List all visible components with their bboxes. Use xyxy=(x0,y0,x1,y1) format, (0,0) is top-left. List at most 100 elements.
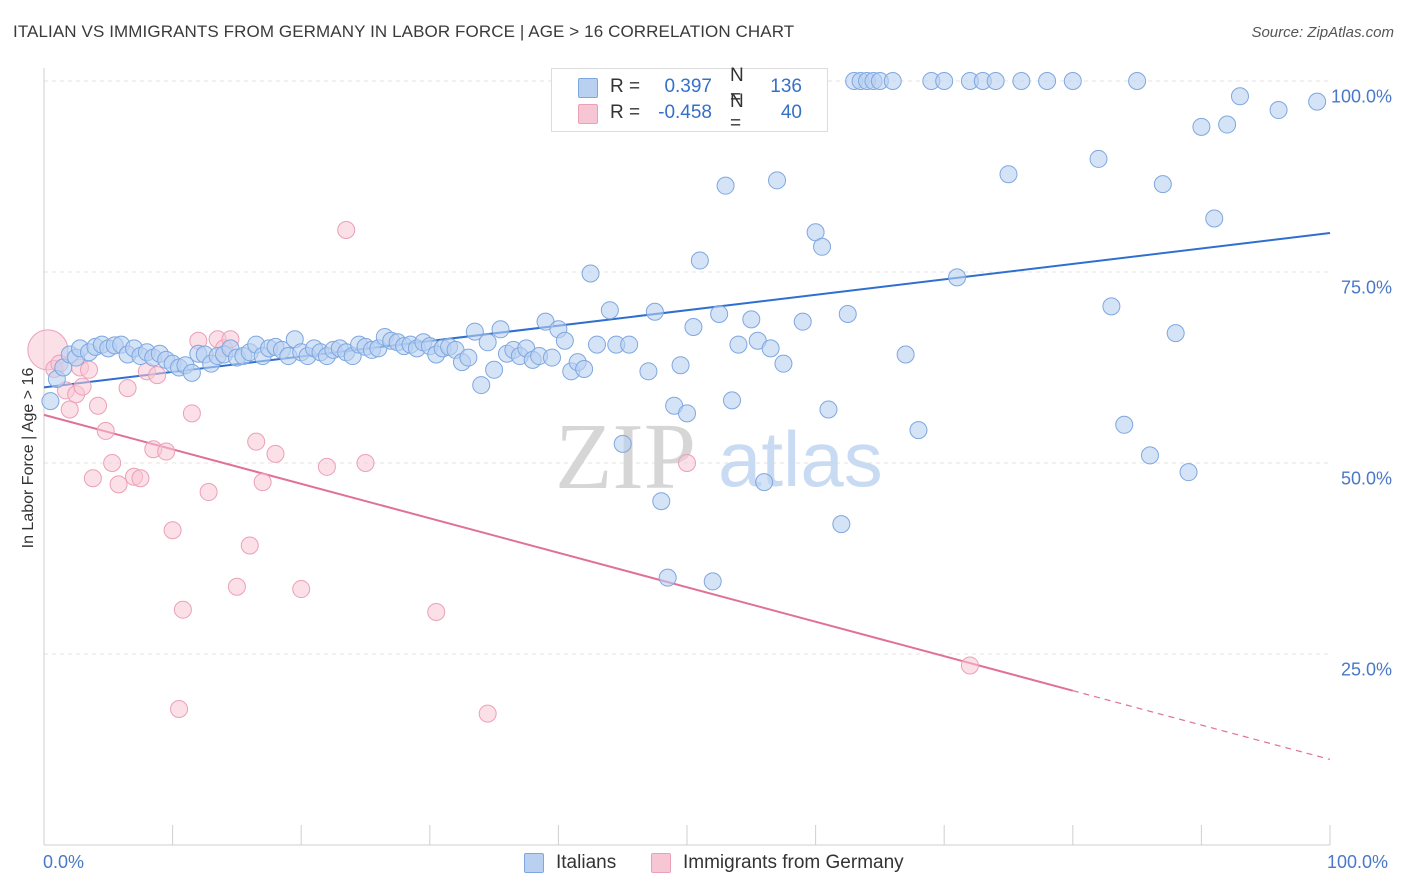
point-germany xyxy=(131,469,150,488)
point-italians xyxy=(652,492,671,511)
point-germany xyxy=(73,377,92,396)
point-italians xyxy=(600,301,619,320)
point-italians xyxy=(459,348,478,367)
legend-label-germany: Immigrants from Germany xyxy=(683,852,904,873)
point-italians xyxy=(703,572,722,591)
point-italians xyxy=(620,335,639,354)
point-germany xyxy=(337,220,356,239)
point-italians xyxy=(581,264,600,283)
point-germany xyxy=(253,473,272,492)
x-tick-min: 0.0% xyxy=(43,852,85,872)
legend-r-label: R = xyxy=(610,76,641,97)
point-germany xyxy=(83,469,102,488)
point-italians xyxy=(755,473,774,492)
legend-swatch-germany xyxy=(651,853,671,873)
point-italians xyxy=(678,404,696,423)
point-germany xyxy=(163,521,182,540)
point-germany xyxy=(89,396,108,415)
point-italians xyxy=(1192,117,1211,136)
point-italians xyxy=(658,568,677,587)
point-germany xyxy=(199,483,218,502)
point-germany xyxy=(157,442,176,461)
point-germany xyxy=(80,360,99,379)
point-germany xyxy=(170,700,189,719)
series-germany-points xyxy=(27,220,979,723)
point-germany xyxy=(118,379,137,398)
legend-n-label: N = xyxy=(730,91,744,134)
point-italians xyxy=(935,72,954,90)
point-germany xyxy=(427,602,446,621)
point-italians xyxy=(575,360,594,379)
point-italians xyxy=(587,335,606,354)
point-germany xyxy=(478,704,497,723)
point-italians xyxy=(1308,92,1327,111)
point-italians xyxy=(1218,115,1237,134)
point-italians xyxy=(716,176,735,195)
legend-row-germany: R = -0.458 N = 40 xyxy=(552,91,827,134)
point-germany xyxy=(103,454,122,472)
legend-n-value: 136 xyxy=(770,76,802,97)
point-italians xyxy=(948,268,967,287)
legend-label-italians: Italians xyxy=(556,852,617,873)
chart-title: ITALIAN VS IMMIGRANTS FROM GERMANY IN LA… xyxy=(13,22,795,41)
legend-item-italians[interactable]: Italians xyxy=(524,852,616,874)
point-germany xyxy=(148,366,167,385)
point-germany xyxy=(356,454,375,472)
point-italians xyxy=(729,335,748,354)
point-italians xyxy=(1115,415,1134,434)
y-tick-label: 100.0% xyxy=(1330,86,1392,107)
point-italians xyxy=(478,333,497,352)
legend-n-label: N = xyxy=(730,65,744,108)
point-germany xyxy=(227,577,246,596)
point-italians xyxy=(896,345,915,364)
point-italians xyxy=(182,363,201,382)
watermark: ZIP atlas xyxy=(555,405,883,509)
point-italians xyxy=(774,354,793,373)
point-italians xyxy=(639,362,658,381)
point-italians xyxy=(1038,72,1057,90)
point-germany xyxy=(173,600,192,619)
point-germany xyxy=(317,457,336,476)
point-italians xyxy=(761,339,780,358)
source-label: Source: ZipAtlas.com xyxy=(1251,24,1394,41)
point-italians xyxy=(485,360,504,379)
point-italians xyxy=(1179,463,1198,482)
point-italians xyxy=(1230,87,1249,106)
legend-item-germany[interactable]: Immigrants from Germany xyxy=(651,852,904,874)
point-italians xyxy=(542,348,561,367)
point-germany xyxy=(292,580,311,599)
point-italians xyxy=(838,305,857,324)
point-italians xyxy=(472,376,491,395)
point-italians xyxy=(1128,72,1147,90)
point-italians xyxy=(768,171,787,190)
point-italians xyxy=(671,356,690,375)
point-germany xyxy=(960,656,979,675)
point-italians xyxy=(613,434,632,453)
point-italians xyxy=(793,312,812,331)
legend-row-italians: R = 0.397 N = 136 xyxy=(552,65,827,108)
x-tick-max: 100.0% xyxy=(1327,852,1389,872)
point-italians xyxy=(909,421,928,440)
trend-line-germany-extrapolated xyxy=(1072,690,1331,761)
legend-r-value: -0.458 xyxy=(658,102,712,123)
point-germany xyxy=(247,432,266,451)
legend-n-value: 40 xyxy=(780,102,802,123)
point-italians xyxy=(41,392,60,411)
point-germany xyxy=(109,475,128,494)
point-italians xyxy=(491,320,510,339)
stats-legend: R = 0.397 N = 136 R = -0.458 N = 40 xyxy=(551,65,828,134)
point-italians xyxy=(690,251,709,270)
point-germany xyxy=(96,421,115,440)
point-italians xyxy=(645,302,664,321)
point-italians xyxy=(1153,175,1172,194)
legend-swatch-germany xyxy=(578,104,598,124)
legend-swatch-italians xyxy=(524,853,544,873)
axes xyxy=(43,68,1331,846)
point-germany xyxy=(240,536,259,555)
point-italians xyxy=(684,318,703,337)
point-italians xyxy=(1205,209,1224,228)
point-italians xyxy=(1166,324,1185,343)
point-italians xyxy=(832,515,851,534)
point-italians xyxy=(819,400,838,419)
